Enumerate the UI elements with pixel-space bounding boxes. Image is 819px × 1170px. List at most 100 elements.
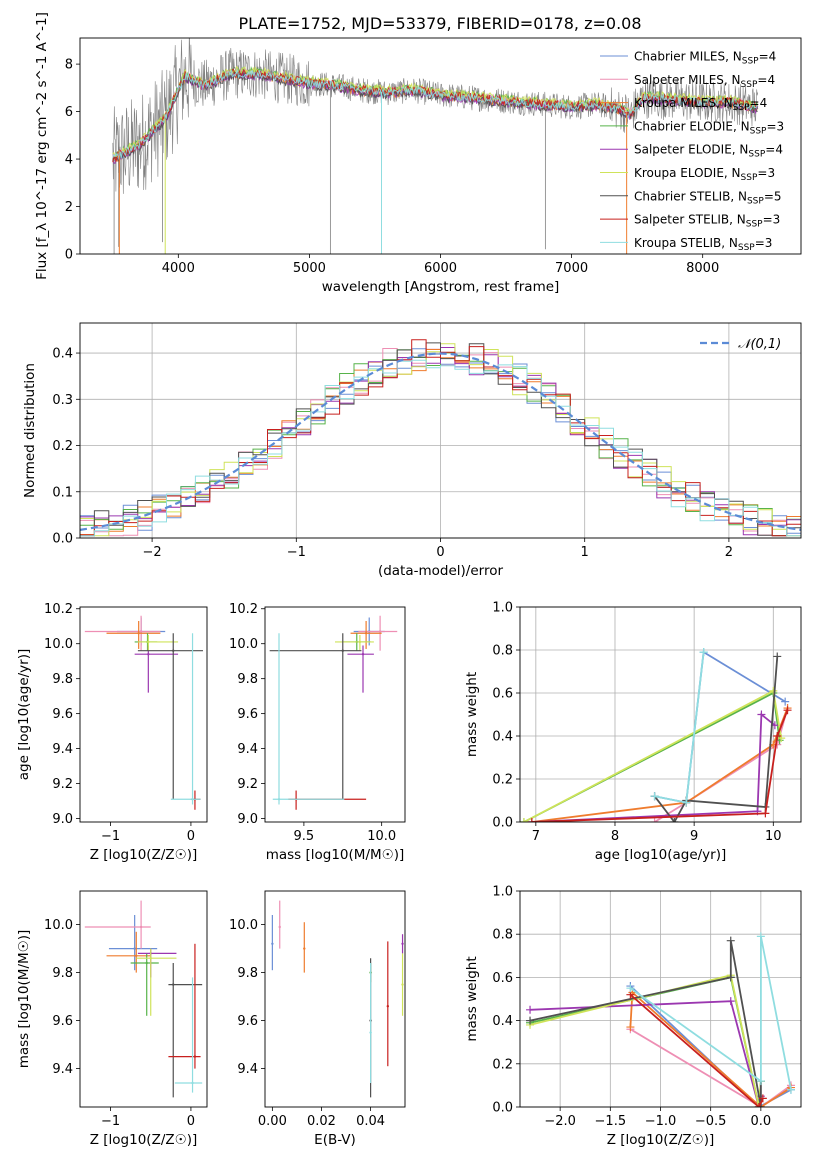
x-tick-label: 0 — [187, 829, 195, 844]
weight-marker — [526, 1016, 535, 1025]
weight-line — [629, 990, 792, 1107]
axes-mass-vs-ebv: 0.00 0.02 0.04 9.4 9.6 9.8 10.0 E(B-V) — [229, 918, 385, 1148]
legend-label: Salpeter MILES, NSSP=4 — [634, 73, 775, 90]
data-point — [386, 1005, 390, 1008]
y-tick-label: 2 — [65, 200, 73, 215]
figure-title: PLATE=1752, MJD=53379, FIBERID=0178, z=0… — [238, 14, 641, 33]
y-tick-label: 9.8 — [52, 966, 73, 981]
y-tick-label: 0.0 — [52, 532, 73, 547]
normal-curve — [80, 352, 801, 531]
model-spectrum — [112, 70, 758, 163]
data-point — [139, 925, 143, 929]
x-tick-label: 5000 — [293, 261, 326, 276]
legend-label: Chabrier ELODIE, NSSP=3 — [634, 119, 784, 136]
axes-age-vs-mass: 9.5 10.0 9.0 9.2 9.4 9.6 9.8 10.0 10.2 mass [log1… — [229, 602, 404, 863]
weight-marker — [773, 652, 782, 661]
data-point — [278, 925, 281, 929]
weight-marker — [527, 818, 536, 822]
weight-marker — [520, 818, 528, 822]
data-point — [133, 947, 136, 950]
x-tick-label: 1 — [581, 545, 589, 560]
y-tick-label: 1.0 — [492, 601, 513, 616]
spectrum-legend: Chabrier MILES, NSSP=4 Salpeter MILES, NS… — [600, 50, 784, 253]
data-point — [369, 1031, 372, 1034]
observed-spectrum — [112, 38, 758, 194]
x-tick-label: 10 — [765, 829, 782, 844]
y-axis-label: Flux [f_λ 10^-17 erg cm^-2 s^-1 A^-1] — [34, 12, 50, 280]
data-point — [341, 649, 344, 652]
x-axis-label: Z [log10(Z/Z☉)] — [90, 1132, 198, 1148]
y-tick-label: 10.0 — [229, 637, 258, 652]
legend-label: Chabrier STELIB, NSSP=5 — [634, 189, 782, 206]
y-tick-label: 9.6 — [237, 1014, 258, 1029]
weight-marker — [754, 1103, 763, 1107]
data-point — [137, 632, 140, 635]
x-tick-label: −1 — [287, 545, 306, 560]
errorbars-mass-vs-ebv — [271, 900, 404, 1098]
weight-marker — [726, 973, 735, 982]
x-axis-label: age [log10(age/yr)] — [595, 847, 727, 863]
model-spectrum — [112, 69, 759, 160]
y-axis-label: mass [log10(M/M☉)] — [16, 930, 32, 1069]
data-point — [401, 983, 404, 986]
data-point — [401, 942, 404, 945]
weight-line — [529, 974, 762, 1107]
y-tick-label: 9.6 — [52, 707, 73, 722]
x-tick-label: 2 — [725, 545, 733, 560]
y-tick-label: 9.4 — [237, 742, 258, 757]
x-tick-label: −2.0 — [544, 1114, 576, 1129]
x-tick-label: 10.0 — [367, 829, 396, 844]
plot-frame-mass-vs-z — [79, 890, 208, 1108]
data-point — [361, 652, 365, 656]
y-tick-label: 9.0 — [52, 812, 73, 827]
y-tick-label: 6 — [65, 105, 73, 120]
y-tick-label: 0.0 — [492, 816, 513, 831]
weights-weight-vs-z — [526, 932, 795, 1107]
weight-line — [629, 1028, 792, 1107]
weight-marker — [670, 818, 679, 822]
plot-frame-weight-vs-age — [519, 606, 802, 823]
x-tick-label: 9.5 — [294, 829, 315, 844]
weight-marker — [726, 936, 735, 945]
x-tick-label: 0 — [187, 1114, 195, 1129]
y-tick-label: 9.2 — [237, 777, 258, 792]
y-tick-label: 10.2 — [229, 602, 258, 617]
weight-marker — [757, 710, 766, 719]
y-tick-label: 10.0 — [229, 918, 258, 933]
y-tick-label: 0.0 — [492, 1101, 513, 1116]
y-tick-label: 0.3 — [52, 393, 73, 408]
weight-marker — [773, 732, 782, 740]
data-point — [172, 649, 175, 652]
x-tick-label: −1.5 — [595, 1114, 627, 1129]
y-tick-label: 9.4 — [52, 1062, 73, 1077]
x-tick-label: −1 — [101, 829, 120, 844]
x-tick-label: 8 — [611, 829, 619, 844]
data-point — [277, 798, 281, 801]
residual-histogram — [80, 339, 801, 538]
x-axis-label: Z [log10(Z/Z☉)] — [90, 847, 198, 863]
data-point — [172, 983, 175, 986]
errorbars-age-vs-mass — [269, 615, 398, 810]
axes-mass-vs-z: −1 0 9.4 9.6 9.8 10.0 Z [log10(Z/Z☉)] mass [log… — [16, 918, 197, 1148]
errorbars-age-vs-z — [84, 615, 203, 810]
y-axis-label: Normed distribution — [22, 363, 38, 498]
data-point — [147, 652, 150, 656]
y-tick-label: 9.2 — [52, 777, 73, 792]
y-tick-label: 0.8 — [492, 644, 513, 659]
x-tick-label: 7000 — [555, 261, 588, 276]
x-tick-label: 0.0 — [751, 1114, 772, 1129]
x-tick-label: −0.5 — [695, 1114, 727, 1129]
y-tick-label: 1.0 — [492, 885, 513, 900]
x-tick-label: −1.0 — [645, 1114, 677, 1129]
x-tick-label: −2 — [143, 545, 162, 560]
y-tick-label: 9.6 — [52, 1014, 73, 1029]
x-axis-label: wavelength [Angstrom, rest frame] — [322, 279, 560, 295]
data-point — [145, 961, 148, 965]
weight-marker — [783, 706, 792, 715]
y-tick-label: 0.1 — [52, 485, 73, 500]
weight-marker — [682, 798, 691, 807]
y-axis-label: mass weight — [464, 956, 480, 1041]
legend-label: Salpeter STELIB, NSSP=3 — [634, 213, 780, 230]
weight-line — [629, 936, 792, 1090]
